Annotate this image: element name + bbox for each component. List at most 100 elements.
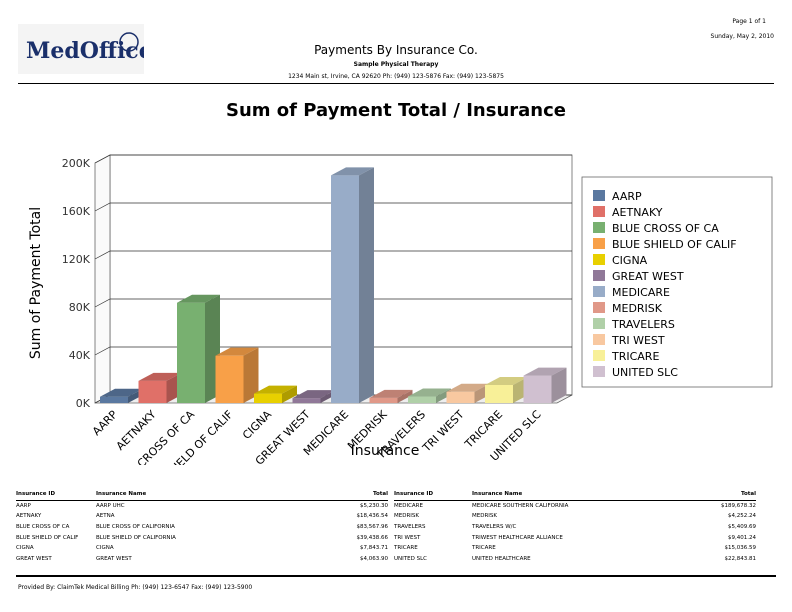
x-tick-label: CIGNA [240,408,274,442]
header-name: Insurance Name [96,491,147,498]
insurance-name: UNITED HEALTHCARE [472,555,531,562]
bar-top [254,385,297,394]
legend-item: MEDRISK [612,302,663,315]
x-axis-label: Insurance [351,443,420,459]
insurance-id: TRI WEST [394,534,421,541]
y-tick-label: 0K [76,397,91,410]
y-tick-label: 200K [62,157,91,170]
legend-item: TRI WEST [611,334,665,347]
insurance-name: MEDICARE SOUTHERN CALIFORNIA [472,502,569,509]
chart-side-wall [94,154,111,404]
bar-side [243,347,259,403]
insurance-id: CIGNA [16,545,34,552]
legend-swatch [593,334,605,345]
bar-front [177,302,205,403]
bar-blue-cross-of-ca [177,294,220,403]
insurance-id: GREAT WEST [16,555,52,562]
bar-chart: 0K 40K 80K 120K 160K 200K AARP AETNAKY BLUE CROS… [28,154,773,465]
bar-medicare [331,167,374,403]
insurance-total: $18,436.54 [356,513,389,520]
table-row: CIGNA CIGNA $7,843.71 [16,543,388,554]
gridline [94,346,572,356]
bar-top [408,388,451,397]
practice-address: 1234 Main st, Irvine, CA 92620 Ph: (949)… [288,73,504,80]
table-row: BLUE CROSS OF CA BLUE CROSS OF CALIFORNIA… [16,522,388,533]
insurance-total: $5,230.30 [360,502,388,509]
insurance-name: BLUE CROSS OF CALIFORNIA [96,524,175,531]
bar-top [215,347,259,356]
legend-swatch [593,302,605,313]
header-total: Total [372,491,388,498]
legend-item: AETNAKY [612,206,663,219]
bar-top [446,383,490,392]
legend-item: CIGNA [612,254,648,267]
insurance-name: MEDRISK [472,513,497,520]
logo-image: MedOffice [26,32,153,64]
table-header: Insurance ID Insurance Name Total [16,489,388,501]
bar-top [292,390,336,399]
insurance-total: $5,409.69 [728,524,756,531]
insurance-id: TRAVELERS [394,524,426,531]
legend-item: BLUE SHIELD OF CALIF [612,238,737,251]
legend-item: UNITED SLC [612,366,678,379]
legend-swatch [593,270,605,281]
bar-front [254,393,282,403]
insurance-id: AARP [16,502,31,509]
legend-swatch [593,206,605,217]
insurance-name: TRAVELERS W/C [472,524,517,531]
insurance-total: $9,401.24 [728,534,756,541]
insurance-total: $83,567.96 [356,524,389,531]
bar-medrisk [369,389,413,403]
insurance-name: AETNA [96,513,115,520]
legend-item: GREAT WEST [612,270,684,283]
table-row: MEDICARE MEDICARE SOUTHERN CALIFORNIA $189… [394,500,756,511]
legend-swatch [593,190,605,201]
insurance-total: $189,678.32 [721,502,756,509]
header-id: Insurance ID [394,491,434,498]
table-row: TRI WEST TRIWEST HEALTHCARE ALLIANCE $9,40… [394,532,756,543]
insurance-total: $4,063.90 [360,555,388,562]
practice-name: Sample Physical Therapy [353,61,439,68]
bar-united-slc [523,367,567,403]
bar-front [369,397,398,403]
bar-top [331,167,374,176]
medoffice-logo: MedOffice [18,24,153,74]
insurance-id: MEDRISK [394,513,419,520]
insurance-name: CIGNA [96,545,114,552]
insurance-total: $7,843.71 [360,545,388,552]
gridline [94,202,572,212]
insurance-name: GREAT WEST [96,555,132,562]
x-tick-label: TRI WEST [419,408,466,455]
legend-swatch [593,286,605,297]
legend-swatch [593,366,605,377]
y-tick-label: 160K [62,205,91,218]
bar-side [551,367,567,403]
insurance-id: BLUE CROSS OF CA [16,524,70,531]
footer-divider [16,575,776,577]
insurance-name: AARP UHC [96,502,125,509]
legend-item: AARP [612,190,642,203]
insurance-id: AETNAKY [16,513,42,520]
bar-side [397,389,413,403]
bar-blue-shield-of-calif [215,347,259,403]
bar-front [215,355,244,403]
bar-top [523,367,567,376]
insurance-id: MEDICARE [394,502,423,509]
table-row: TRAVELERS TRAVELERS W/C $5,409.69 [394,522,756,533]
y-tick-label: 120K [62,253,91,266]
page-number: Page 1 of 1 [732,18,766,25]
insurance-id: TRICARE [394,545,418,552]
y-axis-label: Sum of Payment Total [28,207,44,359]
report-date: Sunday, May 2, 2010 [710,33,774,40]
bar-top [177,294,220,303]
insurance-name: TRICARE [472,545,496,552]
bar-cigna [254,385,297,403]
x-tick-label: AARP [90,408,120,438]
insurance-table: Insurance ID Insurance Name Total AARP AARP … [16,489,776,564]
gridline [94,154,572,164]
bar-front [408,396,436,403]
header-divider [18,83,774,84]
legend-swatch [593,350,605,361]
insurance-name: BLUE SHIELD OF CALIFORNIA [96,534,176,541]
